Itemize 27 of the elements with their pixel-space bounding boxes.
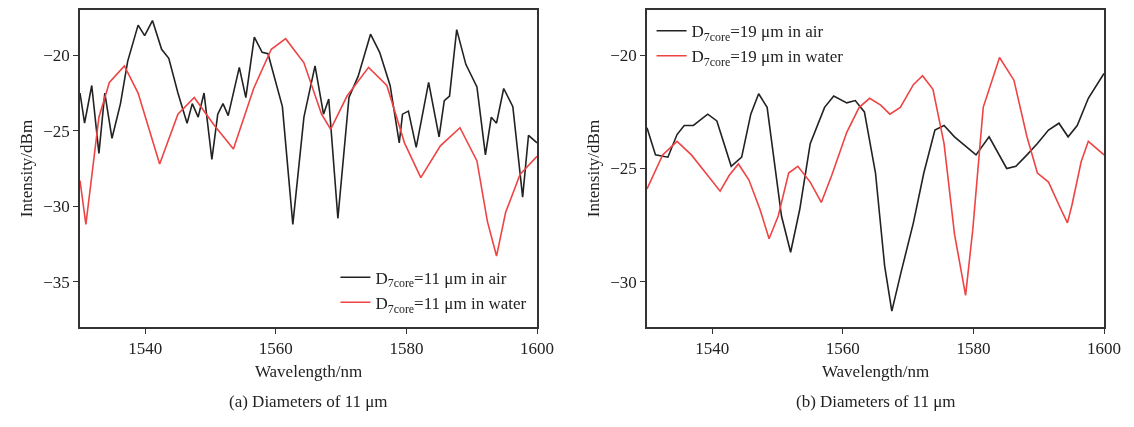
x-tick-label: 1560	[825, 339, 860, 359]
line-series	[80, 19, 537, 226]
x-tick-label: 1580	[389, 339, 424, 359]
text: (b) Diameters of 11 μm	[796, 392, 956, 411]
y-tick-label: −30	[610, 272, 637, 292]
x-tick-label: 1540	[695, 339, 730, 359]
x-tick-label: 1560	[258, 339, 293, 359]
y-axis-title: Intensity/dBm	[584, 119, 604, 218]
y-tick-label: −20	[610, 46, 637, 66]
x-tick-label: 1600	[1087, 339, 1121, 359]
text: (a) Diameters of 11 μm	[229, 392, 388, 411]
x-tick-label: 1540	[128, 339, 163, 359]
y-tick-label: −30	[43, 197, 70, 217]
x-axis-title: Wavelength/nm	[254, 362, 363, 382]
legend-label: D$_{7core}$=19 μm in air	[691, 22, 824, 44]
legend-label: D$_{7core}$=19 μm in water	[691, 47, 844, 70]
y-axis-title: Intensity/dBm	[17, 119, 37, 218]
x-tick-label: 1600	[520, 339, 554, 359]
x-tick-label: 1580	[956, 339, 991, 359]
line-series	[80, 37, 537, 257]
legend-label: D$_{7core}$=11 μm in water	[375, 293, 527, 316]
y-tick-label: −35	[43, 272, 70, 292]
y-tick-label: −25	[610, 159, 637, 179]
x-axis-title: Wavelength/nm	[821, 362, 930, 382]
y-tick-label: −20	[43, 46, 70, 66]
legend-label: D$_{7core}$=11 μm in air	[375, 268, 507, 291]
y-tick-label: −25	[43, 121, 70, 141]
